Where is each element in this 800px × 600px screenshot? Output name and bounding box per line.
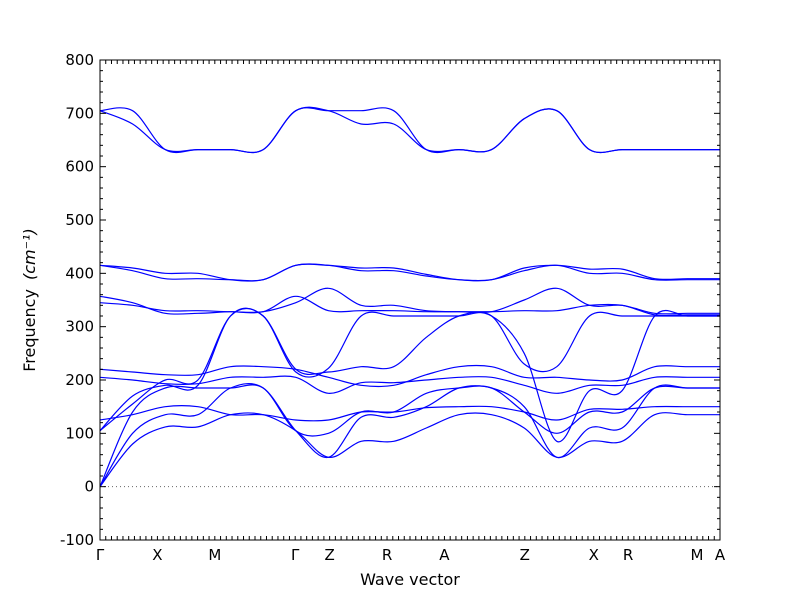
band-line-4 — [99, 307, 720, 443]
y-axis-ticks: -100 0 100 200 300 400 500 600 700 800 — [60, 51, 720, 549]
band-line-11 — [99, 263, 720, 282]
band-line-14 — [99, 107, 720, 154]
x-tick-label-7: A — [439, 546, 450, 564]
x-tick-label-4: Γ — [291, 546, 300, 564]
band-line-6 — [99, 405, 720, 422]
y-tick-label: 0 — [84, 478, 94, 496]
band-line-10 — [99, 295, 720, 317]
x-axis-label: Wave vector — [360, 570, 460, 589]
band-line-12 — [99, 263, 720, 282]
x-tick-label-2: X — [152, 546, 162, 564]
band-line-8 — [99, 364, 720, 388]
x-tick-label-10: R — [623, 546, 633, 564]
x-tick-label-3: M — [208, 546, 221, 564]
y-tick-label: 100 — [65, 424, 94, 442]
y-tick-label: 800 — [65, 51, 94, 69]
series-layer — [99, 106, 720, 488]
x-tick-label-5: Z — [324, 546, 334, 564]
band-line-7 — [99, 375, 720, 394]
x-tick-label-6: R — [382, 546, 392, 564]
y-axis-label: Frequency (cm⁻¹) — [20, 228, 39, 371]
y-tick-label: 500 — [65, 211, 94, 229]
y-tick-label: 700 — [65, 104, 94, 122]
y-tick-label: 400 — [65, 264, 94, 282]
y-tick-label: 600 — [65, 158, 94, 176]
y-tick-label: 200 — [65, 371, 94, 389]
x-tick-label-1: Γ — [96, 546, 105, 564]
y-tick-label: 300 — [65, 318, 94, 336]
y-axis-label-unit: (cm⁻¹) — [20, 228, 39, 280]
y-axis-label-text: Frequency — [20, 289, 39, 372]
x-tick-label-9: X — [589, 546, 599, 564]
band-line-3 — [99, 384, 720, 487]
x-tick-label-11: M — [691, 546, 704, 564]
y-tick-label: -100 — [60, 531, 94, 549]
band-line-1 — [99, 412, 720, 488]
x-tick-label-8: Z — [520, 546, 530, 564]
band-line-2 — [99, 383, 720, 488]
x-tick-label-12: A — [715, 546, 726, 564]
